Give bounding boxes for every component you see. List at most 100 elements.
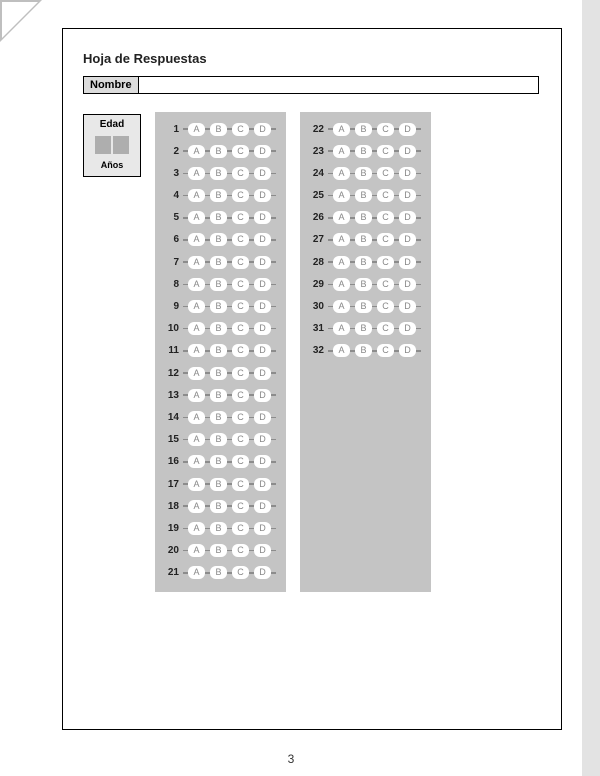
option-bubble[interactable]: C <box>232 478 249 491</box>
option-bubble[interactable]: B <box>210 566 227 579</box>
option-bubble[interactable]: B <box>355 300 372 313</box>
option-bubble[interactable]: A <box>333 278 350 291</box>
option-bubble[interactable]: C <box>232 167 249 180</box>
option-bubble[interactable]: D <box>399 167 416 180</box>
option-bubble[interactable]: C <box>377 233 394 246</box>
option-bubble[interactable]: A <box>188 500 205 513</box>
option-bubble[interactable]: C <box>232 566 249 579</box>
option-bubble[interactable]: C <box>232 433 249 446</box>
option-bubble[interactable]: A <box>333 344 350 357</box>
option-bubble[interactable]: D <box>254 145 271 158</box>
option-bubble[interactable]: D <box>254 167 271 180</box>
option-bubble[interactable]: B <box>210 411 227 424</box>
option-bubble[interactable]: D <box>254 233 271 246</box>
option-bubble[interactable]: D <box>254 211 271 224</box>
option-bubble[interactable]: C <box>377 300 394 313</box>
option-bubble[interactable]: C <box>232 211 249 224</box>
option-bubble[interactable]: B <box>210 278 227 291</box>
option-bubble[interactable]: A <box>188 278 205 291</box>
option-bubble[interactable]: C <box>232 256 249 269</box>
option-bubble[interactable]: C <box>377 211 394 224</box>
option-bubble[interactable]: A <box>333 145 350 158</box>
option-bubble[interactable]: A <box>188 123 205 136</box>
option-bubble[interactable]: A <box>188 478 205 491</box>
option-bubble[interactable]: D <box>254 322 271 335</box>
option-bubble[interactable]: C <box>232 145 249 158</box>
option-bubble[interactable]: B <box>355 145 372 158</box>
option-bubble[interactable]: B <box>210 500 227 513</box>
option-bubble[interactable]: C <box>232 367 249 380</box>
option-bubble[interactable]: D <box>254 566 271 579</box>
option-bubble[interactable]: A <box>188 167 205 180</box>
option-bubble[interactable]: D <box>399 278 416 291</box>
option-bubble[interactable]: B <box>210 256 227 269</box>
option-bubble[interactable]: C <box>232 322 249 335</box>
age-digit-1[interactable] <box>95 136 111 154</box>
option-bubble[interactable]: C <box>377 123 394 136</box>
option-bubble[interactable]: C <box>232 544 249 557</box>
option-bubble[interactable]: D <box>254 389 271 402</box>
option-bubble[interactable]: A <box>188 344 205 357</box>
option-bubble[interactable]: A <box>188 300 205 313</box>
option-bubble[interactable]: A <box>188 211 205 224</box>
option-bubble[interactable]: A <box>188 145 205 158</box>
option-bubble[interactable]: C <box>377 278 394 291</box>
option-bubble[interactable]: A <box>188 389 205 402</box>
option-bubble[interactable]: D <box>254 278 271 291</box>
option-bubble[interactable]: C <box>232 189 249 202</box>
option-bubble[interactable]: C <box>377 189 394 202</box>
option-bubble[interactable]: C <box>377 167 394 180</box>
option-bubble[interactable]: A <box>188 367 205 380</box>
option-bubble[interactable]: D <box>254 344 271 357</box>
option-bubble[interactable]: C <box>232 500 249 513</box>
option-bubble[interactable]: D <box>399 189 416 202</box>
option-bubble[interactable]: D <box>399 233 416 246</box>
option-bubble[interactable]: C <box>232 522 249 535</box>
option-bubble[interactable]: D <box>399 256 416 269</box>
option-bubble[interactable]: C <box>377 145 394 158</box>
option-bubble[interactable]: A <box>188 455 205 468</box>
option-bubble[interactable]: D <box>254 544 271 557</box>
option-bubble[interactable]: D <box>254 256 271 269</box>
option-bubble[interactable]: C <box>232 389 249 402</box>
option-bubble[interactable]: B <box>210 389 227 402</box>
option-bubble[interactable]: C <box>232 278 249 291</box>
option-bubble[interactable]: D <box>399 211 416 224</box>
option-bubble[interactable]: A <box>333 322 350 335</box>
option-bubble[interactable]: A <box>188 322 205 335</box>
age-digit-2[interactable] <box>113 136 129 154</box>
option-bubble[interactable]: D <box>254 500 271 513</box>
option-bubble[interactable]: B <box>210 544 227 557</box>
option-bubble[interactable]: C <box>232 411 249 424</box>
option-bubble[interactable]: B <box>210 123 227 136</box>
option-bubble[interactable]: D <box>254 522 271 535</box>
option-bubble[interactable]: B <box>210 211 227 224</box>
option-bubble[interactable]: B <box>355 123 372 136</box>
option-bubble[interactable]: A <box>333 189 350 202</box>
option-bubble[interactable]: D <box>254 478 271 491</box>
option-bubble[interactable]: B <box>210 300 227 313</box>
option-bubble[interactable]: B <box>210 367 227 380</box>
option-bubble[interactable]: B <box>355 278 372 291</box>
option-bubble[interactable]: C <box>232 344 249 357</box>
option-bubble[interactable]: A <box>188 566 205 579</box>
name-field[interactable] <box>139 77 538 93</box>
option-bubble[interactable]: B <box>355 256 372 269</box>
option-bubble[interactable]: C <box>232 455 249 468</box>
option-bubble[interactable]: A <box>188 189 205 202</box>
option-bubble[interactable]: B <box>210 145 227 158</box>
option-bubble[interactable]: A <box>333 300 350 313</box>
option-bubble[interactable]: A <box>333 211 350 224</box>
option-bubble[interactable]: D <box>254 367 271 380</box>
option-bubble[interactable]: B <box>210 455 227 468</box>
option-bubble[interactable]: D <box>399 145 416 158</box>
option-bubble[interactable]: B <box>210 522 227 535</box>
option-bubble[interactable]: B <box>210 233 227 246</box>
option-bubble[interactable]: C <box>377 322 394 335</box>
option-bubble[interactable]: A <box>333 233 350 246</box>
option-bubble[interactable]: A <box>333 167 350 180</box>
option-bubble[interactable]: A <box>333 256 350 269</box>
option-bubble[interactable]: D <box>399 322 416 335</box>
option-bubble[interactable]: B <box>355 167 372 180</box>
option-bubble[interactable]: A <box>188 433 205 446</box>
